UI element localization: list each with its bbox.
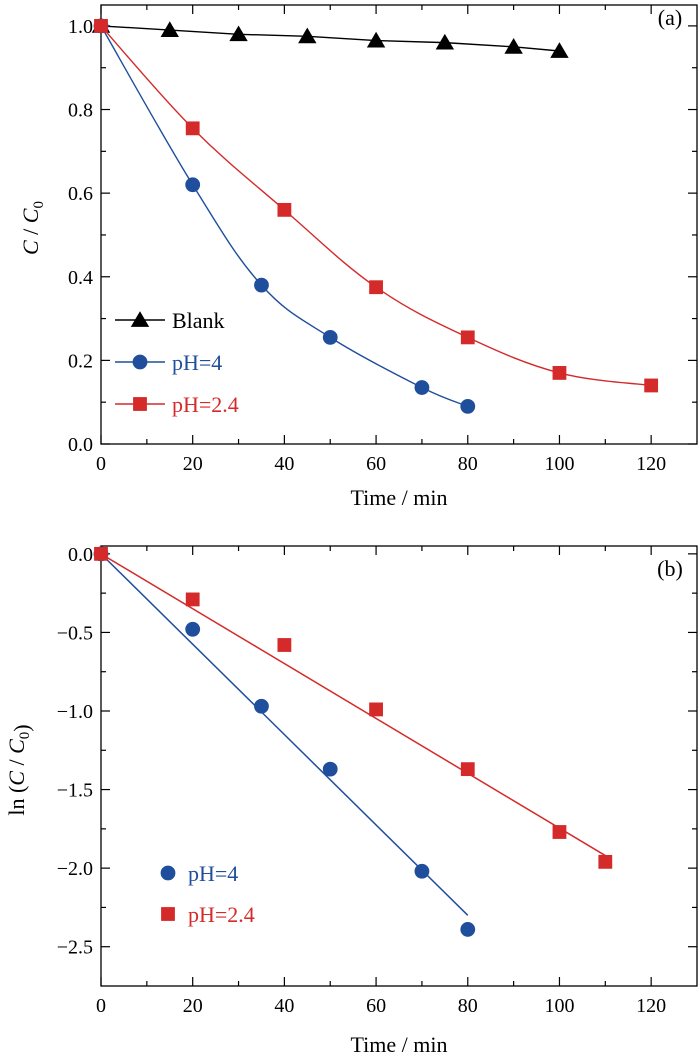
data-point [185, 621, 201, 637]
x-tick-label: 100 [544, 453, 574, 475]
x-tick-label: 60 [366, 453, 386, 475]
x-tick-label: 0 [96, 453, 106, 475]
fit-line [100, 553, 469, 916]
legend-marker [130, 311, 150, 327]
series-line [100, 25, 560, 52]
data-point [552, 825, 567, 839]
y-tick-label: −2.0 [57, 858, 93, 880]
y-tick-label: 0.0 [68, 544, 93, 566]
y-tick-label: −2.5 [57, 937, 93, 959]
data-point [254, 698, 269, 714]
x-axis-title: Time / min [351, 1032, 448, 1057]
y-axis-title: ln (C / C0) [4, 724, 34, 815]
data-point [369, 702, 383, 717]
y-tick-label: −1.5 [57, 780, 93, 802]
data-point [366, 31, 386, 48]
data-point [229, 25, 248, 42]
data-point [552, 366, 567, 380]
y-tick-label: 0.8 [68, 100, 93, 122]
panel-label: (a) [658, 5, 682, 30]
y-tick-label: 0.2 [68, 350, 93, 372]
legend-label: pH=4 [188, 861, 238, 886]
series-Blank [91, 17, 569, 58]
fit-line [100, 553, 606, 857]
data-point [460, 330, 475, 345]
legend-entry: Blank [115, 308, 225, 333]
x-tick-label: 20 [183, 453, 203, 475]
series-pH=2.4 [94, 546, 613, 869]
panel-b: 0 20 40 60 80 100 120 0.0 −0.5 −1.0 −1.5 −2.0 −2.5 Ti… [4, 544, 698, 1057]
data-point [160, 21, 179, 37]
legend-marker [161, 907, 175, 921]
data-point [322, 329, 338, 345]
x-tick-label: 100 [544, 995, 574, 1017]
plot-frame [100, 4, 698, 445]
x-tick-label: 120 [636, 995, 666, 1017]
x-tick-label: 40 [274, 995, 294, 1017]
y-tick-label: 0.4 [68, 267, 93, 289]
legend-label: Blank [172, 308, 225, 333]
data-point [460, 922, 476, 937]
data-point [185, 177, 201, 193]
x-tick-label: 40 [274, 453, 294, 475]
x-tick-label: 60 [366, 995, 386, 1017]
data-point [598, 854, 613, 869]
legend-label: pH=2.4 [188, 902, 255, 927]
legend-marker [133, 397, 147, 411]
data-point [277, 638, 292, 652]
legend-label: pH=4 [172, 350, 222, 375]
data-point [414, 863, 430, 879]
legend-entry: pH=4 [160, 861, 238, 886]
data-point [185, 121, 200, 136]
data-point [254, 277, 269, 293]
legend-marker [132, 354, 148, 370]
panel-a: 0 20 40 60 80 100 120 0.0 0.2 0.4 0.6 0.8 1.0 Time / … [18, 4, 698, 510]
data-point [414, 380, 430, 395]
data-point [460, 762, 475, 777]
data-point [435, 33, 455, 50]
y-tick-label: 0.0 [68, 434, 93, 456]
y-tick-label: 1.0 [68, 16, 93, 38]
data-point [322, 761, 338, 777]
x-tick-label: 20 [183, 995, 203, 1017]
plot-frame [100, 545, 698, 987]
panel-label: (b) [657, 556, 683, 581]
y-tick-label: −0.5 [57, 622, 93, 644]
data-point [504, 38, 523, 54]
data-point [644, 378, 659, 393]
x-tick-label: 80 [458, 995, 478, 1017]
legend-entry: pH=4 [115, 350, 222, 375]
series-pH=4 [93, 546, 476, 937]
data-point [460, 398, 476, 414]
data-point [94, 546, 108, 561]
x-tick-label: 80 [458, 453, 478, 475]
series-pH=2.4 [94, 19, 659, 393]
data-point [185, 592, 200, 607]
y-tick-label: −1.0 [57, 701, 93, 723]
x-tick-label: 0 [96, 995, 106, 1017]
legend-marker [160, 865, 176, 881]
data-point [550, 42, 569, 58]
legend-entry: pH=2.4 [115, 392, 239, 417]
data-point [94, 19, 108, 33]
data-point [369, 280, 383, 295]
y-tick-label: 0.6 [68, 183, 93, 205]
legend-label: pH=2.4 [172, 392, 239, 417]
legend-entry: pH=2.4 [161, 902, 255, 927]
x-axis-title: Time / min [351, 485, 448, 510]
data-point [298, 27, 317, 44]
data-point [277, 202, 292, 217]
y-axis-title: C / C0 [18, 201, 47, 255]
x-tick-label: 120 [636, 453, 666, 475]
